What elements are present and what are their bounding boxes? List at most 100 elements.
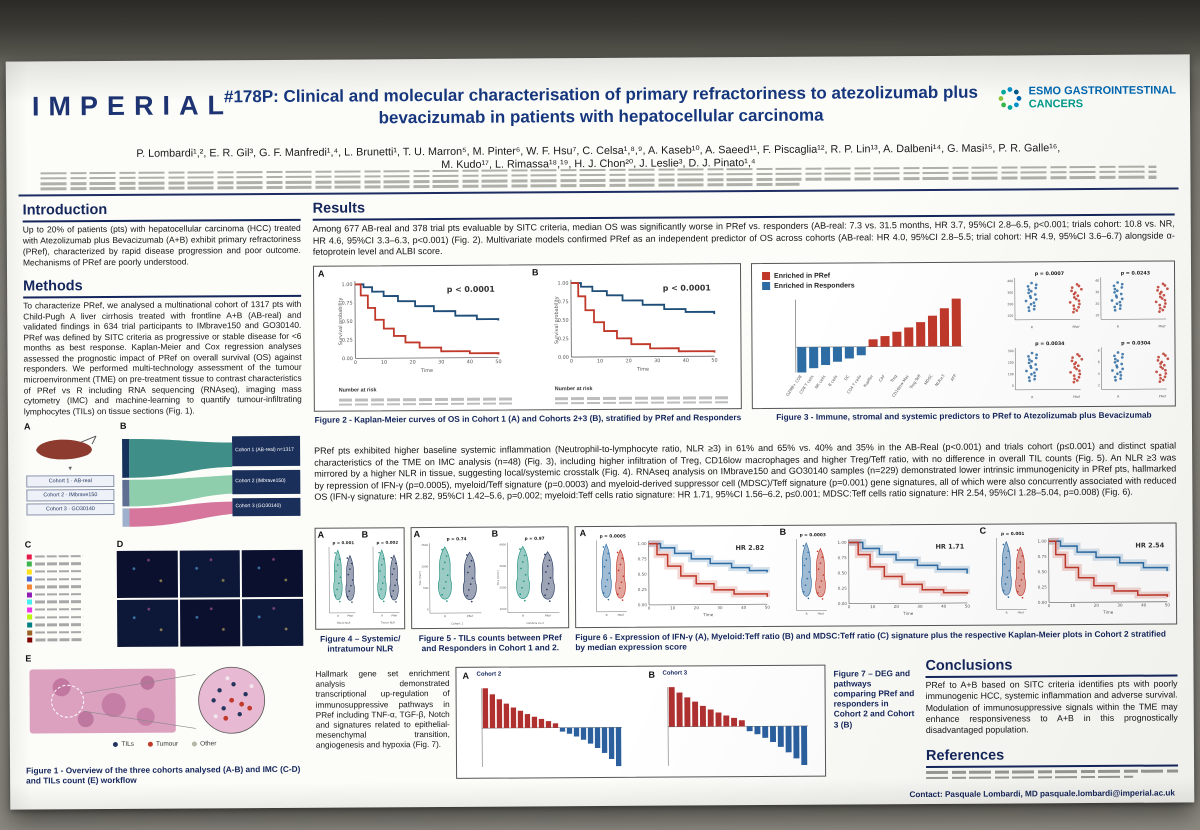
svg-text:Kupffer: Kupffer <box>862 373 874 388</box>
hallmark-text: Hallmark gene set enrichment analysis de… <box>315 668 450 750</box>
svg-text:0.75: 0.75 <box>838 555 848 560</box>
svg-text:Survival probability: Survival probability <box>554 296 560 344</box>
svg-text:6: 6 <box>1098 360 1100 364</box>
cohort1-box: Cohort 1 (AB-real) n=1317 <box>232 435 301 467</box>
svg-text:1000: 1000 <box>421 564 428 568</box>
svg-text:Tissue NLR: Tissue NLR <box>381 620 395 624</box>
violin-myeloid-teff: p = 0.0003 R PRef <box>784 530 831 624</box>
conclusions-text: PRef to A+B based on SITC criteria ident… <box>925 678 1178 736</box>
figure4-box: A p < 0.001 R PRef Blood NLR B p = 0.002 R PR… <box>314 527 406 630</box>
svg-text:300: 300 <box>1008 349 1014 353</box>
svg-text:100: 100 <box>1008 372 1014 376</box>
svg-text:20: 20 <box>1094 603 1100 608</box>
risk-table-row <box>554 401 731 405</box>
risk-table-row <box>338 397 515 402</box>
introduction-heading: Introduction <box>22 200 301 223</box>
conclusions-heading: Conclusions <box>925 656 1178 679</box>
svg-text:30: 30 <box>438 359 444 365</box>
svg-text:Treg:Teff: Treg:Teff <box>908 373 922 390</box>
fig2-panel-letter-b: B <box>531 267 539 278</box>
svg-text:DC: DC <box>843 374 851 382</box>
esmo-logo-text: ESMO GASTROINTESTINAL CANCERS <box>1029 84 1176 111</box>
figure6-box: A p = 0.0005 R PRef 0.00 0.25 0.50 0.75 1.00 0 1… <box>574 522 1178 629</box>
imc-image-tile <box>242 598 304 647</box>
cohort1-box-label: Cohort 1 (AB-real) n=1317 <box>235 446 294 454</box>
violin-mdsc-teff: p = 0.001 R PRef <box>984 528 1031 622</box>
svg-text:PRef: PRef <box>818 612 825 616</box>
svg-text:0.50: 0.50 <box>1038 569 1048 574</box>
figure3-legend: Enriched in PRef Enriched in Responders <box>762 269 855 292</box>
svg-text:Time: Time <box>902 611 914 616</box>
svg-text:p = 0.0304: p = 0.0304 <box>1121 340 1151 346</box>
results-heading: Results <box>312 195 1175 221</box>
svg-text:p < 0.0001: p < 0.0001 <box>663 283 711 292</box>
svg-text:3000: 3000 <box>499 564 506 568</box>
svg-text:HR 2.54: HR 2.54 <box>1135 541 1164 549</box>
svg-text:NK cells: NK cells <box>814 374 827 390</box>
svg-text:0.00: 0.00 <box>638 602 648 607</box>
svg-text:R: R <box>1117 395 1120 399</box>
svg-text:40: 40 <box>467 359 473 365</box>
km-mdsc-teff: 0.00 0.25 0.50 0.75 1.00 0 10 20 30 40 50 HR 2.54 Ti… <box>1034 530 1171 621</box>
svg-text:50: 50 <box>965 604 970 609</box>
risk-table-b: Number at risk <box>555 376 731 407</box>
svg-text:p < 0.0001: p < 0.0001 <box>447 285 495 294</box>
svg-text:p = 0.001: p = 0.001 <box>1001 531 1024 537</box>
timeline-cohort2: Cohort 2 · IMbrave150 <box>26 489 115 502</box>
reference-line <box>926 775 1133 780</box>
svg-text:0: 0 <box>1048 603 1051 608</box>
violin-tissue-nlr: p = 0.002 R PRef Tissue NLR <box>362 536 403 626</box>
histology-image <box>29 666 266 734</box>
svg-text:20: 20 <box>694 605 700 610</box>
svg-text:p < 0.001: p < 0.001 <box>333 540 355 545</box>
svg-text:0: 0 <box>1012 384 1014 388</box>
cohort2-box: Cohort 2 (IMbrave150) <box>232 469 301 495</box>
svg-text:PRef: PRef <box>1018 610 1025 614</box>
svg-text:p = 0.74: p = 0.74 <box>447 536 467 541</box>
svg-text:0.25: 0.25 <box>558 336 569 342</box>
legend-enriched-pref: Enriched in PRef <box>762 271 855 281</box>
svg-text:30: 30 <box>1117 603 1123 608</box>
figure7-caption: Figure 7 – DEG and pathways comparing PR… <box>833 668 915 730</box>
figure1-cohort-flow: ▼ Cohort 1 · AB-real Cohort 2 · IMbrave1… <box>26 433 115 534</box>
fig7-title-a: Cohort 2 <box>476 671 502 678</box>
figure3-caption: Figure 3 - Immune, stromal and systemic … <box>776 409 1152 422</box>
legend-enriched-responders-label: Enriched in Responders <box>774 281 855 290</box>
svg-text:MDSC: MDSC <box>923 373 934 386</box>
tumour-label: Tumour <box>155 740 179 748</box>
svg-text:0: 0 <box>354 360 357 366</box>
fig7-panel-letter-b: B <box>648 669 656 680</box>
references-list <box>926 766 1179 782</box>
svg-text:p = 0.0034: p = 0.0034 <box>1035 341 1065 347</box>
svg-text:0: 0 <box>648 606 651 611</box>
predictors-bar-chart: GZMB+ CD8 CD8 T cells NK cells B cells DC CD4… <box>758 291 995 404</box>
svg-text:300: 300 <box>1007 291 1013 295</box>
svg-text:8: 8 <box>1098 349 1100 353</box>
svg-text:0.75: 0.75 <box>342 301 353 307</box>
svg-text:200: 200 <box>1007 302 1013 306</box>
svg-text:0.25: 0.25 <box>838 586 848 591</box>
dot-plot-2: p = 0.0243 40 30 20 10 R PRef <box>1086 266 1170 334</box>
poster-title: #178P: Clinical and molecular characteri… <box>223 82 978 128</box>
svg-text:R: R <box>337 614 339 618</box>
svg-text:40: 40 <box>941 604 947 609</box>
svg-text:2: 2 <box>1098 383 1100 387</box>
svg-text:AFP: AFP <box>949 373 958 382</box>
svg-text:4: 4 <box>1098 372 1100 376</box>
dot-plot-4: p = 0.0304 8 6 4 2 R PRef <box>1086 336 1170 404</box>
legend-item-other: Other <box>192 740 216 747</box>
svg-text:400: 400 <box>1007 279 1013 283</box>
figure1-sankey: Cohort 1 (AB-real) n=1317 Cohort 2 (IMbr… <box>120 432 303 533</box>
km-chart-cohorts23: 0.00 0.25 0.50 0.75 1.00 0 10 20 30 40 50 p < 0.000… <box>540 272 731 375</box>
methods-heading: Methods <box>23 276 302 299</box>
svg-text:R: R <box>606 613 608 617</box>
km-myeloid-teff: 0.00 0.25 0.50 0.75 1.00 0 10 20 30 40 50 HR 1.71 Ti… <box>834 531 971 622</box>
svg-text:30: 30 <box>654 358 660 364</box>
svg-text:0.25: 0.25 <box>638 587 648 592</box>
svg-text:10: 10 <box>381 360 387 366</box>
violin-tils-cohorts23: p = 0.97 4000 3000 2000 1000 R PRef Cohorts 2+3… <box>492 533 567 625</box>
figure5-caption: Figure 5 - TILs counts between PRef and … <box>418 632 562 654</box>
svg-text:CAF: CAF <box>878 373 887 383</box>
svg-text:1.00: 1.00 <box>557 281 568 287</box>
svg-text:Time: Time <box>1102 610 1114 615</box>
